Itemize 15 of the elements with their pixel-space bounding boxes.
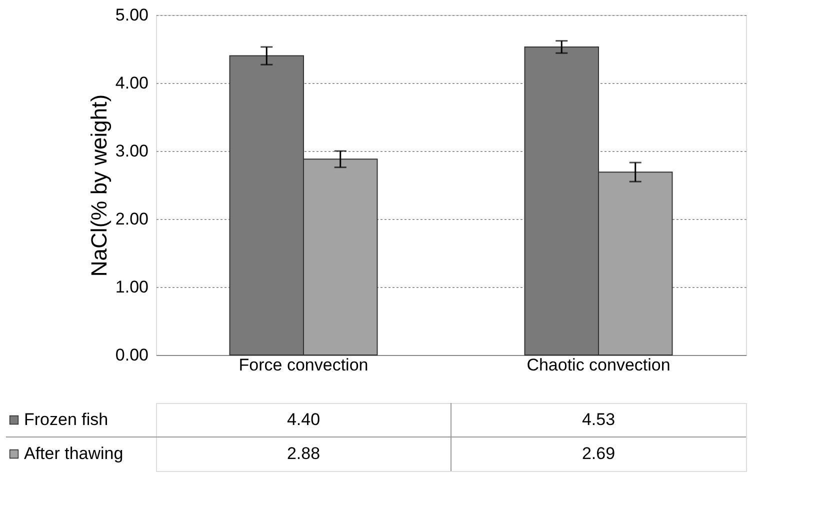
y-tick-label: 5.00 [115, 6, 148, 24]
x-tick-label: Force convection [238, 356, 368, 374]
y-tick-label: 1.00 [115, 278, 148, 296]
y-tick-label: 3.00 [115, 142, 148, 160]
data-label: 2.69 [582, 444, 616, 463]
y-tick-label: 2.00 [115, 210, 148, 228]
data-label: 2.88 [286, 444, 320, 463]
y-axis-title: NaCl(% by weight) [86, 94, 112, 277]
legend-label: Frozen fish [24, 410, 108, 429]
x-tick-label: Chaotic convection [526, 356, 670, 374]
y-tick-label: 4.00 [115, 74, 148, 92]
data-label: 4.53 [582, 410, 616, 429]
y-tick-label: 0.00 [115, 346, 148, 364]
legend-label: After thawing [24, 444, 124, 463]
data-label: 4.40 [286, 410, 320, 429]
